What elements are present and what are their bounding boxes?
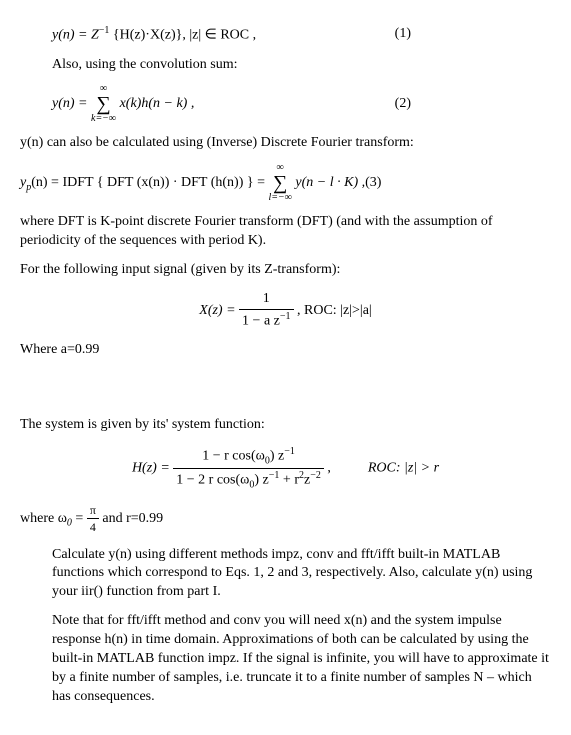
- eq3-rest: y(n − l · K) ,: [295, 176, 365, 191]
- w0-a: where ω: [20, 511, 67, 526]
- eq1-body: y(n) = Z−1 {H(z)·X(z)}, |z| ∈ ROC ,: [52, 24, 256, 46]
- input-signal-intro: For the following input signal (given by…: [20, 261, 551, 280]
- hz-den-s1: −1: [269, 470, 280, 481]
- eq3-number: (3): [365, 174, 571, 193]
- xz-num: 1: [239, 290, 293, 309]
- eq2-sum: ∞ ∑ k=−∞: [91, 84, 116, 124]
- dft-note: where DFT is K-point discrete Fourier tr…: [20, 213, 551, 251]
- eq3-body: yp(n) = IDFT { DFT (x(n)) · DFT (h(n)) }…: [20, 163, 365, 203]
- dft-note-text: where DFT is K-point discrete Fourier tr…: [20, 214, 493, 248]
- sigma-icon: ∑: [268, 173, 291, 193]
- eq1-lhs: y(n) = Z: [52, 28, 99, 43]
- xz-frac: 1 1 − a z−1: [239, 290, 293, 331]
- instructions-para-2: Note that for fft/ifft method and conv y…: [20, 612, 551, 706]
- hz-num: 1 − r cos(ω0) z−1: [173, 445, 324, 468]
- hz-lhs: H(z) =: [132, 461, 173, 476]
- hz-num-a: 1 − r cos(ω: [202, 449, 265, 464]
- hz-comma: ,: [327, 461, 331, 476]
- a-value: Where a=0.99: [20, 341, 551, 360]
- equation-3: yp(n) = IDFT { DFT (x(n)) · DFT (h(n)) }…: [20, 163, 551, 203]
- eq3-sum-bot: l=−∞: [268, 193, 291, 203]
- w0-num: π: [87, 502, 99, 518]
- equation-hz: H(z) = 1 − r cos(ω0) z−1 1 − 2 r cos(ω0)…: [20, 445, 551, 492]
- w0-c: and r=0.99: [102, 511, 163, 526]
- idft-intro: y(n) can also be calculated using (Inver…: [20, 134, 551, 153]
- xz-lhs: X(z) =: [199, 303, 239, 318]
- w0-den: 4: [87, 518, 99, 535]
- xz-den-sup: −1: [280, 311, 291, 322]
- hz-num-sup: −1: [284, 446, 295, 457]
- hz-roc: ROC: |z| > r: [368, 461, 439, 476]
- hz-den: 1 − 2 r cos(ω0) z−1 + r2z−2: [173, 468, 324, 492]
- eq3-mid: (n) = IDFT { DFT (x(n)) · DFT (h(n)) } =: [31, 176, 268, 191]
- w0-line: where ω0 = π 4 and r=0.99: [20, 502, 551, 535]
- w0-b: =: [72, 511, 87, 526]
- eq2-number: (2): [395, 95, 551, 114]
- eq2-rest: x(k)h(n − k) ,: [120, 97, 195, 112]
- also-line: Also, using the convolution sum:: [20, 56, 551, 75]
- hz-den-b: ) z: [254, 473, 268, 488]
- eq2-lhs: y(n) =: [52, 97, 91, 112]
- xz-roc: , ROC: |z|>|a|: [297, 303, 372, 318]
- instructions-para-1: Calculate y(n) using different methods i…: [20, 546, 551, 603]
- xz-den: 1 − a z−1: [239, 309, 293, 332]
- hz-num-b: ) z: [270, 449, 284, 464]
- w0-frac: π 4: [87, 502, 99, 535]
- equation-2: y(n) = ∞ ∑ k=−∞ x(k)h(n − k) , (2): [20, 84, 551, 124]
- eq1-sup: −1: [99, 25, 110, 36]
- equation-1: y(n) = Z−1 {H(z)·X(z)}, |z| ∈ ROC , (1): [20, 24, 551, 46]
- eq2-body: y(n) = ∞ ∑ k=−∞ x(k)h(n − k) ,: [52, 84, 194, 124]
- sigma-icon: ∑: [91, 94, 116, 114]
- eq1-rest: {H(z)·X(z)}, |z| ∈ ROC ,: [113, 28, 256, 43]
- eq1-number: (1): [395, 25, 551, 44]
- eq2-sum-bot: k=−∞: [91, 114, 116, 124]
- hz-frac: 1 − r cos(ω0) z−1 1 − 2 r cos(ω0) z−1 + …: [173, 445, 324, 492]
- hz-den-a: 1 − 2 r cos(ω: [176, 473, 249, 488]
- equation-xz: X(z) = 1 1 − a z−1 , ROC: |z|>|a|: [20, 290, 551, 331]
- system-intro: The system is given by its' system funct…: [20, 416, 551, 435]
- eq3-sum: ∞ ∑ l=−∞: [268, 163, 291, 203]
- hz-den-s3: −2: [310, 470, 321, 481]
- hz-den-c: + r: [279, 473, 299, 488]
- xz-den-a: 1 − a z: [242, 314, 280, 329]
